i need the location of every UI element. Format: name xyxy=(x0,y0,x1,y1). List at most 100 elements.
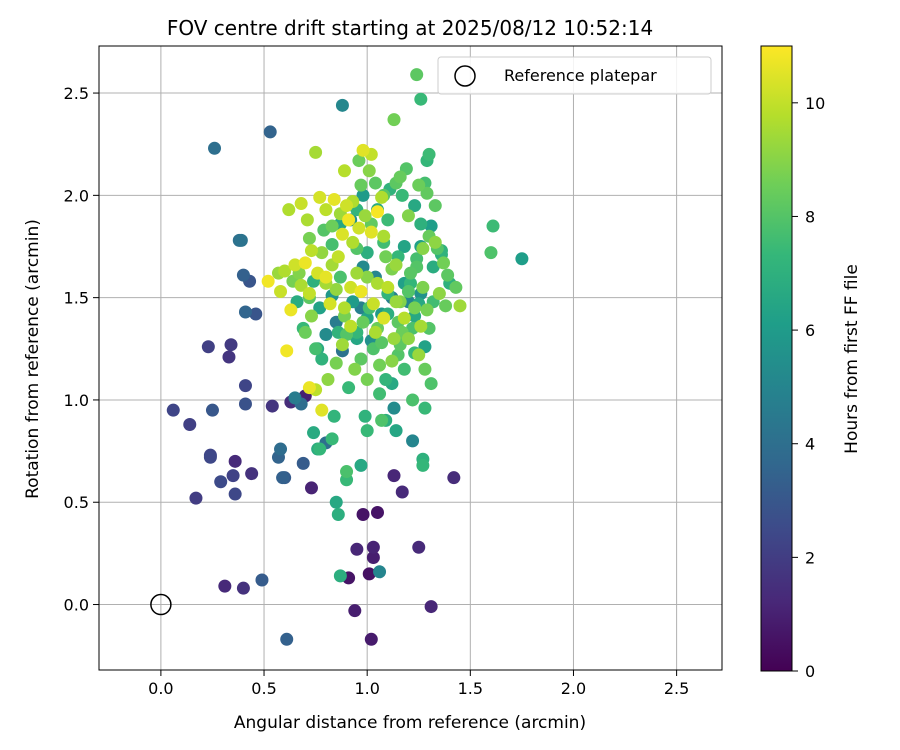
data-point xyxy=(348,604,362,618)
data-point xyxy=(329,356,343,370)
chart-title: FOV centre drift starting at 2025/08/12 … xyxy=(167,16,653,40)
data-point xyxy=(350,266,364,280)
colorbar-label: Hours from first FF file xyxy=(842,264,862,454)
data-point xyxy=(447,471,461,485)
data-point xyxy=(416,242,430,256)
data-point xyxy=(356,508,370,522)
data-point xyxy=(486,219,500,233)
data-point xyxy=(416,458,430,472)
data-point xyxy=(375,336,389,350)
data-point xyxy=(368,176,382,190)
data-point xyxy=(387,401,401,415)
data-point xyxy=(261,274,275,288)
data-point xyxy=(370,205,384,219)
data-point xyxy=(294,197,308,211)
data-point xyxy=(428,199,442,213)
data-point xyxy=(370,505,384,519)
data-point xyxy=(238,305,252,319)
data-point xyxy=(360,270,374,284)
colorbar-ticks: 0 2 4 6 8 10 xyxy=(792,94,825,681)
data-point xyxy=(214,475,228,489)
grid-lines xyxy=(99,46,722,670)
data-point xyxy=(340,465,354,479)
data-point xyxy=(412,348,426,362)
data-point xyxy=(280,632,294,646)
data-point xyxy=(515,252,529,266)
data-point xyxy=(373,358,387,372)
data-point xyxy=(342,213,356,227)
data-point xyxy=(366,297,380,311)
data-point xyxy=(166,403,180,417)
data-point xyxy=(335,338,349,352)
x-tick-label: 0.5 xyxy=(251,679,276,698)
data-point xyxy=(304,481,318,495)
data-point xyxy=(397,362,411,376)
data-point xyxy=(331,508,345,522)
data-point xyxy=(352,221,366,235)
plot-area-frame xyxy=(98,45,723,671)
data-point xyxy=(484,246,498,260)
data-point xyxy=(401,285,415,299)
data-point xyxy=(428,235,442,249)
data-point xyxy=(418,401,432,415)
y-tick-label: 2.0 xyxy=(64,186,89,205)
data-point xyxy=(437,256,451,270)
data-point xyxy=(397,311,411,325)
x-tick-label: 1.5 xyxy=(458,679,483,698)
data-point xyxy=(348,362,362,376)
data-point xyxy=(354,178,368,192)
data-point xyxy=(439,299,453,313)
data-point xyxy=(337,164,351,178)
data-point xyxy=(329,495,343,509)
colorbar-tick-label: 8 xyxy=(805,207,815,226)
data-point xyxy=(274,442,288,456)
data-point xyxy=(238,379,252,393)
data-point xyxy=(234,233,248,247)
legend-box xyxy=(437,56,712,95)
data-point xyxy=(356,315,370,329)
data-point xyxy=(335,227,349,241)
data-point xyxy=(280,344,294,358)
data-point xyxy=(226,469,240,483)
data-point xyxy=(205,403,219,417)
x-axis-label: Angular distance from reference (arcmin) xyxy=(234,713,586,733)
data-point xyxy=(315,403,329,417)
data-point xyxy=(288,258,302,272)
data-point xyxy=(315,246,329,260)
data-point xyxy=(414,217,428,231)
axis-ticks: 0.0 0.5 1.0 1.5 2.0 2.5 0.0 0.5 1.0 1.5 2.0 2.5 xyxy=(64,84,690,698)
data-point xyxy=(284,303,298,317)
data-point xyxy=(412,178,426,192)
data-point xyxy=(304,309,318,323)
data-point xyxy=(265,399,279,413)
data-point xyxy=(333,569,347,583)
data-point xyxy=(218,579,232,593)
data-point xyxy=(379,250,393,264)
data-point xyxy=(331,250,345,264)
data-point xyxy=(346,235,360,249)
data-point xyxy=(385,354,399,368)
y-tick-label: 1.5 xyxy=(64,289,89,308)
data-point xyxy=(358,209,372,223)
data-point xyxy=(228,487,242,501)
colorbar-tick-label: 4 xyxy=(805,435,815,454)
data-point xyxy=(410,68,424,82)
data-point xyxy=(375,190,389,204)
data-point xyxy=(236,268,250,282)
data-point xyxy=(397,239,411,253)
data-point xyxy=(377,311,391,325)
data-point xyxy=(422,147,436,161)
data-point xyxy=(307,426,321,440)
data-point xyxy=(426,260,440,274)
data-point xyxy=(406,393,420,407)
data-point xyxy=(300,213,314,227)
y-tick-label: 0.5 xyxy=(64,493,89,512)
y-tick-label: 1.0 xyxy=(64,391,89,410)
data-point xyxy=(401,209,415,223)
data-point xyxy=(360,246,374,260)
data-point xyxy=(208,141,222,155)
data-point xyxy=(387,113,401,127)
data-point xyxy=(356,188,370,202)
data-point xyxy=(313,190,327,204)
data-point xyxy=(387,469,401,483)
